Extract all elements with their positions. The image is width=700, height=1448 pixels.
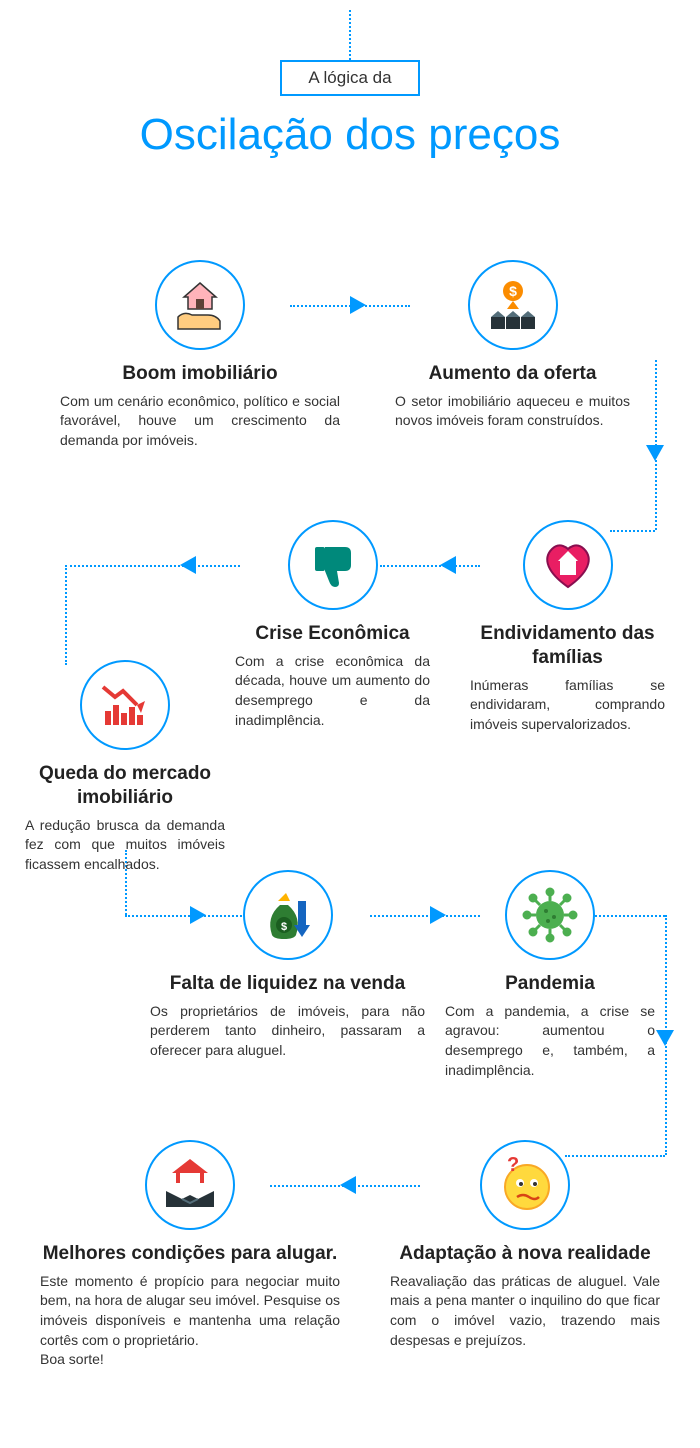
node-desc: Com um cenário econômico, político e soc… xyxy=(60,392,340,451)
arrow-down-icon xyxy=(656,1030,674,1046)
connector-line xyxy=(65,565,67,665)
arrow-down-icon xyxy=(646,445,664,461)
virus-icon xyxy=(505,870,595,960)
header-connector-line xyxy=(349,10,351,60)
node-desc: Inúmeras famílias se endividaram, compra… xyxy=(470,676,665,735)
handshake-house-icon xyxy=(145,1140,235,1230)
svg-text:?: ? xyxy=(507,1155,519,1176)
confused-face-icon: ? xyxy=(480,1140,570,1230)
node-title: Melhores condições para alugar. xyxy=(40,1242,340,1266)
node-title: Adaptação à nova realidade xyxy=(390,1242,660,1266)
node-title: Falta de liquidez na venda xyxy=(150,972,425,996)
arrow-left-icon xyxy=(440,556,456,574)
node-crise: Crise Econômica Com a crise econômica da… xyxy=(235,520,430,730)
subtitle-box: A lógica da xyxy=(280,60,419,96)
node-title: Queda do mercado imobiliário xyxy=(25,762,225,810)
node-title: Endividamento das famílias xyxy=(470,622,665,670)
node-desc: Este momento é propício para negociar mu… xyxy=(40,1272,340,1370)
node-desc: Os proprietários de imóveis, para não pe… xyxy=(150,1002,425,1061)
node-title: Boom imobiliário xyxy=(60,362,340,386)
subtitle-text: A lógica da xyxy=(308,68,391,87)
chart-down-icon xyxy=(80,660,170,750)
node-title: Aumento da oferta xyxy=(395,362,630,386)
node-boom: Boom imobiliário Com um cenário econômic… xyxy=(60,260,340,451)
dollar-houses-icon: $ xyxy=(468,260,558,350)
node-desc: O setor imobiliário aqueceu e muitos nov… xyxy=(395,392,630,431)
svg-text:$: $ xyxy=(509,283,517,299)
node-endiv: Endividamento das famílias Inúmeras famí… xyxy=(470,520,665,734)
node-desc: Com a pandemia, a crise se agravou: aume… xyxy=(445,1002,655,1080)
arrow-left-icon xyxy=(340,1176,356,1194)
thumb-down-icon xyxy=(288,520,378,610)
node-adapt: ? Adaptação à nova realidade Reavaliação… xyxy=(390,1140,660,1350)
node-desc: Reavaliação das práticas de aluguel. Val… xyxy=(390,1272,660,1350)
infographic-header: A lógica da Oscilação dos preços xyxy=(0,0,700,160)
node-liquidez: $ Falta de liquidez na venda Os propriet… xyxy=(150,870,425,1061)
arrow-left-icon xyxy=(180,556,196,574)
node-melhores: Melhores condições para alugar. Este mom… xyxy=(40,1140,340,1370)
connector-line xyxy=(65,565,240,567)
node-title: Pandemia xyxy=(445,972,655,996)
node-desc: Com a crise econômica da década, houve u… xyxy=(235,652,430,730)
node-pandemia: Pandemia Com a pandemia, a crise se agra… xyxy=(445,870,655,1080)
arrow-right-icon xyxy=(350,296,366,314)
arrow-right-icon xyxy=(430,906,446,924)
node-title: Crise Econômica xyxy=(235,622,430,646)
svg-text:$: $ xyxy=(280,921,286,933)
house-hand-icon xyxy=(155,260,245,350)
heart-house-icon xyxy=(523,520,613,610)
node-oferta: $ Aumento da oferta O setor imobiliário … xyxy=(395,260,630,431)
node-queda: Queda do mercado imobiliário A redução b… xyxy=(25,660,225,874)
node-desc: A redução brusca da demanda fez com que … xyxy=(25,816,225,875)
main-title: Oscilação dos preços xyxy=(0,110,700,160)
money-bag-icon: $ xyxy=(243,870,333,960)
